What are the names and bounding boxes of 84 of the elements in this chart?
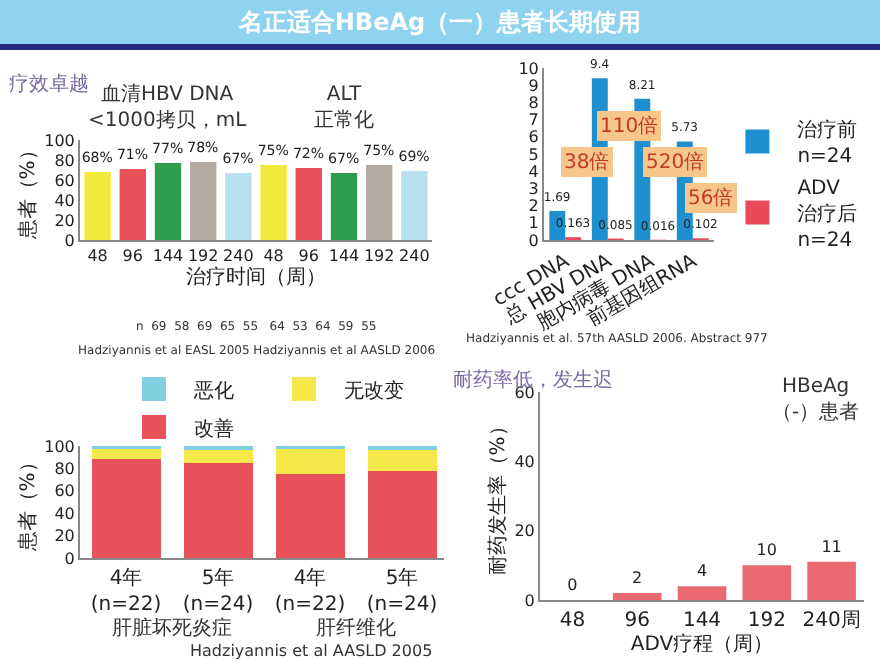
x-tick-label: 144 — [328, 247, 360, 266]
data-label: 2 — [632, 569, 643, 588]
bar — [612, 593, 662, 600]
text: 肝脏坏死炎症 — [112, 616, 232, 640]
chart-subtitle: 疗效卓越 — [8, 72, 89, 96]
data-label: 4 — [696, 562, 708, 581]
y-tick-label: 100 — [44, 131, 75, 150]
data-label: 11 — [821, 537, 842, 556]
x-tick-label: 5年(n=24) — [182, 566, 254, 616]
x-tick-label: 144 — [152, 247, 184, 266]
y-tick-label: 0 — [524, 591, 535, 610]
bar — [183, 450, 253, 463]
text: 肝纤维化 — [316, 616, 396, 640]
annotation: 56倍 — [688, 186, 734, 210]
y-tick-label: 8 — [528, 94, 539, 112]
annotation: HBeAg （-）患者 — [772, 376, 860, 424]
y-tick-label: 80 — [54, 460, 75, 478]
x-tick-label: 192 — [187, 247, 219, 266]
annotation: 38倍 — [564, 150, 610, 174]
bar — [183, 462, 253, 558]
bar — [742, 565, 792, 600]
text: ALT 正常化 — [314, 84, 374, 132]
x-tick-label: 240 — [223, 247, 254, 266]
annotation: 520倍 — [646, 150, 705, 174]
x-tick-label: 48 — [87, 247, 108, 266]
legend-label: 治疗前 n=24 — [797, 118, 858, 169]
annotation: 110倍 — [600, 114, 659, 138]
y-tick-label: 1 — [528, 214, 539, 233]
y-tick-label: 20 — [54, 211, 75, 230]
x-tick-label: 5年(n=24) — [366, 566, 438, 616]
x-tick-label: 48 — [559, 610, 586, 632]
x-tick-label: 192 — [747, 610, 786, 632]
bar — [275, 474, 345, 558]
y-tick-label: 60 — [54, 171, 75, 190]
x-axis-title: ADV疗程（周） — [630, 632, 774, 656]
y-tick-label: 0 — [528, 231, 539, 250]
x-axis-title: 治疗时间（周） — [186, 265, 326, 290]
y-tick-label: 20 — [514, 522, 535, 541]
x-tick-label: 240周 — [802, 610, 861, 632]
bar — [275, 449, 345, 474]
text: 血清HBV DNA <1000拷贝，mL — [88, 82, 248, 132]
y-tick-label: 0 — [64, 549, 75, 568]
bar — [367, 470, 437, 558]
text: Hadziyannis et al AASLD 2005 — [190, 642, 433, 660]
y-tick-label: 9 — [528, 76, 539, 95]
x-tick-label: 96 — [624, 610, 650, 632]
bar — [367, 450, 437, 471]
y-tick-label: 40 — [54, 191, 75, 210]
y-axis-title: 耐药发生率（%） — [486, 416, 511, 576]
x-tick-label: 96 — [298, 247, 319, 266]
y-tick-label: 60 — [54, 482, 75, 501]
y-tick-label: 40 — [54, 504, 75, 523]
bar — [91, 459, 161, 558]
legend-label: 无改变 — [344, 378, 404, 403]
x-tick-label: 192 — [363, 247, 395, 266]
x-tick-label: 240 — [399, 247, 430, 266]
bar — [677, 586, 727, 600]
legend-label: 恶化 — [192, 378, 234, 403]
legend-label: ADV 治疗后 n=24 — [797, 178, 858, 253]
x-tick-label: 48 — [263, 247, 284, 266]
legend-label: 改善 — [194, 416, 234, 441]
x-tick-label: 4年(n=22) — [274, 566, 346, 616]
y-tick-label: 0 — [64, 231, 75, 250]
y-tick-label: 80 — [54, 151, 75, 170]
bar — [807, 561, 856, 600]
y-tick-label: 3 — [528, 180, 539, 198]
chart-title: 名正适合HBeAg（一）患者长期使用 — [0, 0, 880, 50]
data-label: 10 — [756, 541, 777, 560]
x-tick-label: 96 — [122, 247, 143, 266]
y-tick-label: 7 — [528, 111, 539, 130]
x-tick-label: 144 — [682, 610, 722, 632]
data-label: 0 — [567, 576, 578, 594]
y-tick-label: 100 — [44, 437, 75, 456]
y-tick-label: 2 — [528, 197, 539, 216]
x-tick-label: 4年(n=22) — [90, 566, 162, 616]
y-tick-label: 4 — [528, 162, 539, 181]
y-axis-title: 患者（%） — [16, 140, 41, 242]
y-tick-label: 40 — [514, 452, 535, 471]
y-tick-label: 5 — [528, 145, 539, 164]
bar — [91, 449, 161, 460]
y-tick-label: 10 — [518, 59, 539, 78]
y-axis-title: 患者（%） — [16, 452, 41, 554]
y-tick-label: 6 — [528, 128, 539, 147]
y-tick-label: 20 — [54, 527, 75, 546]
